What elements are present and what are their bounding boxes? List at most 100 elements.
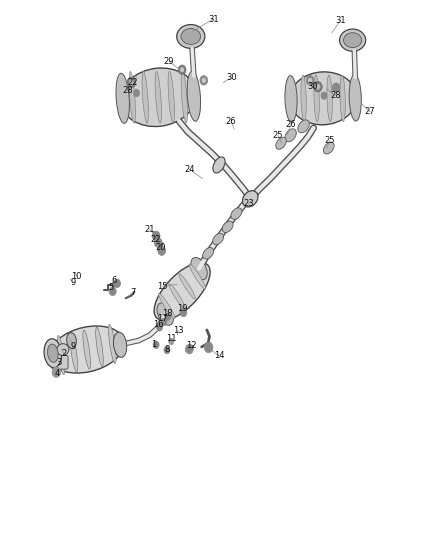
Ellipse shape bbox=[116, 74, 129, 123]
Ellipse shape bbox=[349, 75, 361, 121]
Text: 12: 12 bbox=[186, 341, 197, 350]
Ellipse shape bbox=[222, 221, 233, 232]
Ellipse shape bbox=[179, 274, 195, 299]
Ellipse shape bbox=[276, 138, 286, 149]
Text: 6: 6 bbox=[111, 276, 116, 285]
Circle shape bbox=[153, 341, 159, 349]
Text: 8: 8 bbox=[164, 345, 170, 354]
Ellipse shape bbox=[243, 191, 258, 207]
Text: 17: 17 bbox=[157, 314, 168, 324]
Circle shape bbox=[52, 367, 60, 377]
Circle shape bbox=[202, 78, 205, 83]
Text: 21: 21 bbox=[145, 225, 155, 234]
Ellipse shape bbox=[189, 264, 206, 289]
Text: 25: 25 bbox=[325, 136, 336, 145]
Circle shape bbox=[200, 76, 208, 85]
Ellipse shape bbox=[191, 257, 207, 280]
Circle shape bbox=[180, 308, 187, 317]
Ellipse shape bbox=[142, 71, 148, 123]
Ellipse shape bbox=[231, 208, 242, 220]
Circle shape bbox=[161, 318, 167, 326]
Circle shape bbox=[308, 78, 312, 83]
Text: 22: 22 bbox=[151, 235, 161, 244]
Ellipse shape bbox=[113, 332, 127, 357]
Circle shape bbox=[178, 65, 186, 75]
Text: 25: 25 bbox=[273, 131, 283, 140]
Ellipse shape bbox=[83, 330, 91, 369]
Text: 22: 22 bbox=[128, 78, 138, 87]
Circle shape bbox=[127, 77, 136, 88]
Text: 31: 31 bbox=[208, 14, 219, 23]
Text: 1: 1 bbox=[151, 340, 156, 349]
Ellipse shape bbox=[340, 75, 345, 122]
Ellipse shape bbox=[301, 75, 306, 122]
Text: 5: 5 bbox=[109, 282, 114, 292]
Ellipse shape bbox=[327, 75, 332, 122]
Circle shape bbox=[169, 338, 174, 345]
Circle shape bbox=[134, 90, 140, 97]
Circle shape bbox=[186, 344, 194, 354]
Circle shape bbox=[332, 83, 340, 93]
Ellipse shape bbox=[95, 327, 103, 366]
Circle shape bbox=[306, 76, 314, 85]
Circle shape bbox=[129, 80, 134, 85]
Circle shape bbox=[204, 342, 213, 353]
Ellipse shape bbox=[290, 72, 357, 125]
Text: 7: 7 bbox=[131, 288, 136, 297]
Ellipse shape bbox=[285, 76, 297, 122]
Ellipse shape bbox=[177, 25, 205, 49]
Text: 20: 20 bbox=[155, 244, 166, 253]
Text: 26: 26 bbox=[285, 120, 296, 130]
Text: 16: 16 bbox=[153, 320, 163, 329]
Circle shape bbox=[154, 238, 162, 247]
Ellipse shape bbox=[44, 339, 62, 368]
Ellipse shape bbox=[154, 262, 210, 320]
Text: 9: 9 bbox=[70, 278, 75, 287]
Text: 24: 24 bbox=[184, 165, 195, 174]
Circle shape bbox=[164, 346, 170, 354]
Text: 3: 3 bbox=[57, 358, 62, 367]
Circle shape bbox=[156, 324, 162, 331]
Ellipse shape bbox=[70, 333, 78, 372]
Circle shape bbox=[113, 279, 120, 288]
Ellipse shape bbox=[285, 129, 296, 142]
Text: 30: 30 bbox=[307, 82, 318, 91]
Ellipse shape bbox=[57, 344, 69, 356]
Ellipse shape bbox=[213, 233, 223, 245]
Ellipse shape bbox=[157, 303, 173, 325]
Ellipse shape bbox=[314, 75, 319, 122]
Ellipse shape bbox=[343, 33, 362, 47]
Text: 4: 4 bbox=[55, 369, 60, 378]
Circle shape bbox=[321, 92, 327, 99]
FancyBboxPatch shape bbox=[52, 356, 68, 369]
Ellipse shape bbox=[48, 344, 58, 362]
Ellipse shape bbox=[187, 71, 201, 121]
Text: 13: 13 bbox=[173, 326, 184, 335]
Text: 29: 29 bbox=[164, 57, 174, 66]
Ellipse shape bbox=[339, 29, 366, 51]
Text: 31: 31 bbox=[335, 16, 346, 25]
Text: 27: 27 bbox=[365, 107, 375, 116]
Text: 9: 9 bbox=[70, 342, 75, 351]
Ellipse shape bbox=[168, 71, 174, 123]
Text: 30: 30 bbox=[226, 73, 237, 82]
Ellipse shape bbox=[49, 326, 124, 373]
Text: 10: 10 bbox=[71, 271, 82, 280]
Circle shape bbox=[152, 231, 160, 240]
Ellipse shape bbox=[129, 71, 135, 123]
Ellipse shape bbox=[155, 71, 162, 123]
Ellipse shape bbox=[181, 29, 201, 44]
Circle shape bbox=[314, 82, 322, 92]
Circle shape bbox=[109, 287, 116, 296]
Ellipse shape bbox=[57, 335, 65, 375]
Ellipse shape bbox=[120, 68, 196, 126]
Text: 26: 26 bbox=[226, 117, 237, 126]
Text: 15: 15 bbox=[157, 281, 168, 290]
Text: 14: 14 bbox=[214, 351, 224, 360]
Ellipse shape bbox=[298, 120, 309, 133]
Text: 28: 28 bbox=[330, 91, 341, 100]
Text: 18: 18 bbox=[162, 309, 172, 318]
Circle shape bbox=[180, 68, 184, 72]
Text: 11: 11 bbox=[166, 334, 177, 343]
Ellipse shape bbox=[323, 142, 334, 154]
